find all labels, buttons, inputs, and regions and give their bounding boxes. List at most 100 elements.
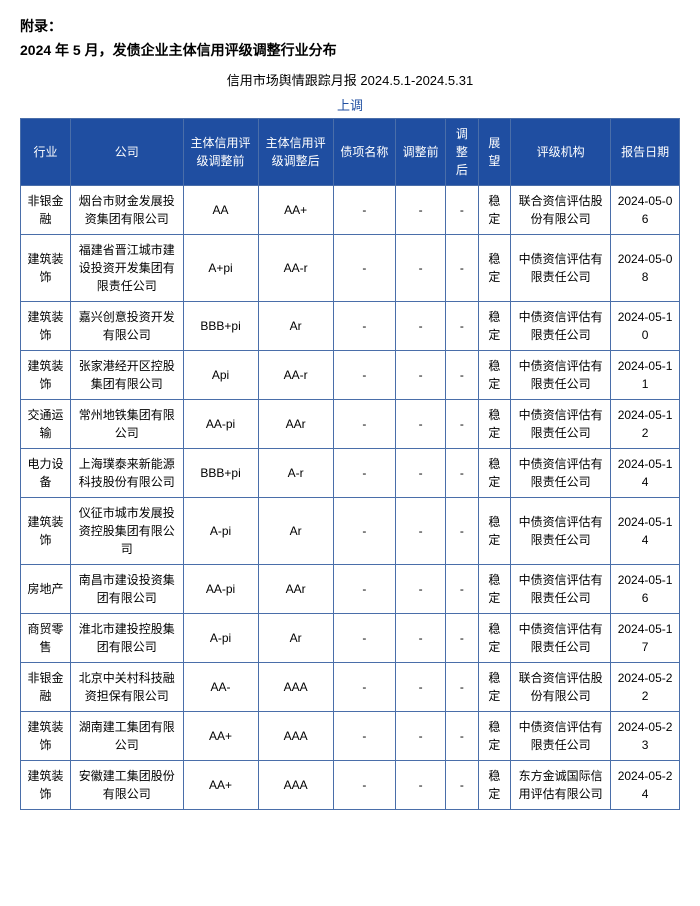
cell-agency: 联合资信评估股份有限公司	[511, 663, 611, 712]
cell-bond-name: -	[333, 186, 396, 235]
cell-company: 张家港经开区控股集团有限公司	[71, 351, 184, 400]
col-rating-after: 主体信用评级调整后	[258, 119, 333, 186]
cell-bond-name: -	[333, 761, 396, 810]
cell-rating-after: AA+	[258, 186, 333, 235]
cell-date: 2024-05-16	[611, 565, 680, 614]
table-header-row: 行业 公司 主体信用评级调整前 主体信用评级调整后 债项名称 调整前 调整后 展…	[21, 119, 680, 186]
cell-bond-before: -	[396, 302, 446, 351]
cell-agency: 中债资信评估有限责任公司	[511, 449, 611, 498]
cell-outlook: 稳定	[478, 761, 511, 810]
cell-outlook: 稳定	[478, 400, 511, 449]
report-title: 信用市场舆情跟踪月报 2024.5.1-2024.5.31	[20, 70, 680, 89]
col-outlook: 展望	[478, 119, 511, 186]
cell-bond-after: -	[446, 351, 479, 400]
cell-bond-after: -	[446, 761, 479, 810]
rating-table: 行业 公司 主体信用评级调整前 主体信用评级调整后 债项名称 调整前 调整后 展…	[20, 118, 680, 810]
cell-rating-after: AAA	[258, 712, 333, 761]
cell-rating-after: AAr	[258, 565, 333, 614]
appendix-title: 2024 年 5 月，发债企业主体信用评级调整行业分布	[20, 40, 680, 60]
appendix-label: 附录：	[20, 16, 680, 36]
cell-date: 2024-05-10	[611, 302, 680, 351]
cell-bond-before: -	[396, 761, 446, 810]
cell-industry: 建筑装饰	[21, 498, 71, 565]
cell-bond-after: -	[446, 302, 479, 351]
cell-bond-after: -	[446, 449, 479, 498]
table-row: 建筑装饰福建省晋江城市建设投资开发集团有限责任公司A+piAA-r---稳定中债…	[21, 235, 680, 302]
cell-bond-after: -	[446, 400, 479, 449]
cell-bond-after: -	[446, 565, 479, 614]
cell-industry: 建筑装饰	[21, 302, 71, 351]
table-row: 建筑装饰仪征市城市发展投资控股集团有限公司A-piAr---稳定中债资信评估有限…	[21, 498, 680, 565]
cell-industry: 建筑装饰	[21, 351, 71, 400]
cell-bond-before: -	[396, 186, 446, 235]
cell-date: 2024-05-24	[611, 761, 680, 810]
cell-date: 2024-05-17	[611, 614, 680, 663]
cell-outlook: 稳定	[478, 712, 511, 761]
cell-bond-name: -	[333, 712, 396, 761]
cell-rating-after: AAA	[258, 663, 333, 712]
cell-bond-after: -	[446, 498, 479, 565]
cell-outlook: 稳定	[478, 663, 511, 712]
table-row: 商贸零售淮北市建投控股集团有限公司A-piAr---稳定中债资信评估有限责任公司…	[21, 614, 680, 663]
cell-rating-before: A-pi	[183, 614, 258, 663]
cell-rating-after: Ar	[258, 498, 333, 565]
table-row: 建筑装饰安徽建工集团股份有限公司AA+AAA---稳定东方金诚国际信用评估有限公…	[21, 761, 680, 810]
cell-industry: 建筑装饰	[21, 712, 71, 761]
cell-agency: 联合资信评估股份有限公司	[511, 186, 611, 235]
cell-agency: 中债资信评估有限责任公司	[511, 565, 611, 614]
cell-company: 南昌市建设投资集团有限公司	[71, 565, 184, 614]
cell-agency: 中债资信评估有限责任公司	[511, 235, 611, 302]
cell-bond-before: -	[396, 449, 446, 498]
cell-rating-before: AA	[183, 186, 258, 235]
cell-rating-before: Api	[183, 351, 258, 400]
table-row: 交通运输常州地铁集团有限公司AA-piAAr---稳定中债资信评估有限责任公司2…	[21, 400, 680, 449]
col-company: 公司	[71, 119, 184, 186]
cell-rating-before: BBB+pi	[183, 449, 258, 498]
cell-rating-after: A-r	[258, 449, 333, 498]
cell-rating-before: AA+	[183, 761, 258, 810]
cell-rating-before: BBB+pi	[183, 302, 258, 351]
table-row: 电力设备上海璞泰来新能源科技股份有限公司BBB+piA-r---稳定中债资信评估…	[21, 449, 680, 498]
cell-company: 嘉兴创意投资开发有限公司	[71, 302, 184, 351]
cell-bond-name: -	[333, 565, 396, 614]
table-row: 建筑装饰张家港经开区控股集团有限公司ApiAA-r---稳定中债资信评估有限责任…	[21, 351, 680, 400]
col-industry: 行业	[21, 119, 71, 186]
table-row: 建筑装饰嘉兴创意投资开发有限公司BBB+piAr---稳定中债资信评估有限责任公…	[21, 302, 680, 351]
cell-industry: 商贸零售	[21, 614, 71, 663]
cell-bond-before: -	[396, 663, 446, 712]
cell-bond-name: -	[333, 351, 396, 400]
cell-bond-after: -	[446, 186, 479, 235]
cell-bond-before: -	[396, 235, 446, 302]
cell-bond-after: -	[446, 235, 479, 302]
cell-outlook: 稳定	[478, 186, 511, 235]
cell-outlook: 稳定	[478, 235, 511, 302]
cell-outlook: 稳定	[478, 565, 511, 614]
cell-bond-before: -	[396, 565, 446, 614]
cell-agency: 中债资信评估有限责任公司	[511, 302, 611, 351]
cell-bond-name: -	[333, 235, 396, 302]
cell-bond-name: -	[333, 400, 396, 449]
col-bond-before: 调整前	[396, 119, 446, 186]
cell-bond-name: -	[333, 449, 396, 498]
cell-company: 安徽建工集团股份有限公司	[71, 761, 184, 810]
col-agency: 评级机构	[511, 119, 611, 186]
cell-rating-before: A-pi	[183, 498, 258, 565]
cell-rating-after: Ar	[258, 302, 333, 351]
table-row: 建筑装饰湖南建工集团有限公司AA+AAA---稳定中债资信评估有限责任公司202…	[21, 712, 680, 761]
cell-rating-before: AA-pi	[183, 565, 258, 614]
col-rating-before: 主体信用评级调整前	[183, 119, 258, 186]
cell-bond-before: -	[396, 614, 446, 663]
cell-bond-before: -	[396, 712, 446, 761]
col-bond-name: 债项名称	[333, 119, 396, 186]
cell-company: 湖南建工集团有限公司	[71, 712, 184, 761]
cell-agency: 中债资信评估有限责任公司	[511, 351, 611, 400]
cell-bond-after: -	[446, 614, 479, 663]
cell-date: 2024-05-12	[611, 400, 680, 449]
cell-company: 常州地铁集团有限公司	[71, 400, 184, 449]
cell-rating-after: AA-r	[258, 351, 333, 400]
cell-rating-after: AAA	[258, 761, 333, 810]
cell-outlook: 稳定	[478, 351, 511, 400]
table-body: 非银金融烟台市财金发展投资集团有限公司AAAA+---稳定联合资信评估股份有限公…	[21, 186, 680, 810]
cell-industry: 建筑装饰	[21, 235, 71, 302]
cell-date: 2024-05-06	[611, 186, 680, 235]
